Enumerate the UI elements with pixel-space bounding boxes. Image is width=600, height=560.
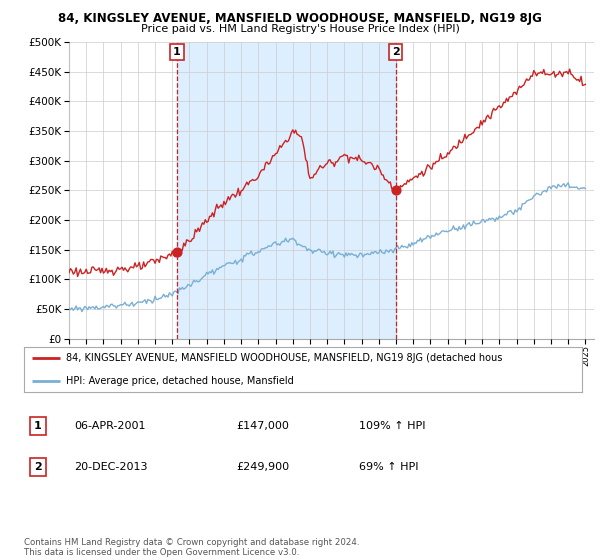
Text: 2: 2: [34, 462, 42, 472]
Text: 1: 1: [34, 421, 42, 431]
Text: 20-DEC-2013: 20-DEC-2013: [74, 462, 148, 472]
Text: 2: 2: [392, 46, 400, 57]
Text: HPI: Average price, detached house, Mansfield: HPI: Average price, detached house, Mans…: [66, 376, 293, 386]
Text: 1: 1: [173, 46, 181, 57]
Text: 69% ↑ HPI: 69% ↑ HPI: [359, 462, 418, 472]
Text: 84, KINGSLEY AVENUE, MANSFIELD WOODHOUSE, MANSFIELD, NG19 8JG (detached hous: 84, KINGSLEY AVENUE, MANSFIELD WOODHOUSE…: [66, 353, 502, 363]
Text: 109% ↑ HPI: 109% ↑ HPI: [359, 421, 425, 431]
Text: £147,000: £147,000: [236, 421, 289, 431]
Point: [172, 247, 182, 256]
Text: Price paid vs. HM Land Registry's House Price Index (HPI): Price paid vs. HM Land Registry's House …: [140, 24, 460, 34]
Bar: [177, 42, 395, 339]
Point: [391, 186, 400, 195]
Text: Contains HM Land Registry data © Crown copyright and database right 2024.
This d: Contains HM Land Registry data © Crown c…: [24, 538, 359, 557]
Text: £249,900: £249,900: [236, 462, 289, 472]
Text: 84, KINGSLEY AVENUE, MANSFIELD WOODHOUSE, MANSFIELD, NG19 8JG: 84, KINGSLEY AVENUE, MANSFIELD WOODHOUSE…: [58, 12, 542, 25]
Text: 06-APR-2001: 06-APR-2001: [74, 421, 146, 431]
